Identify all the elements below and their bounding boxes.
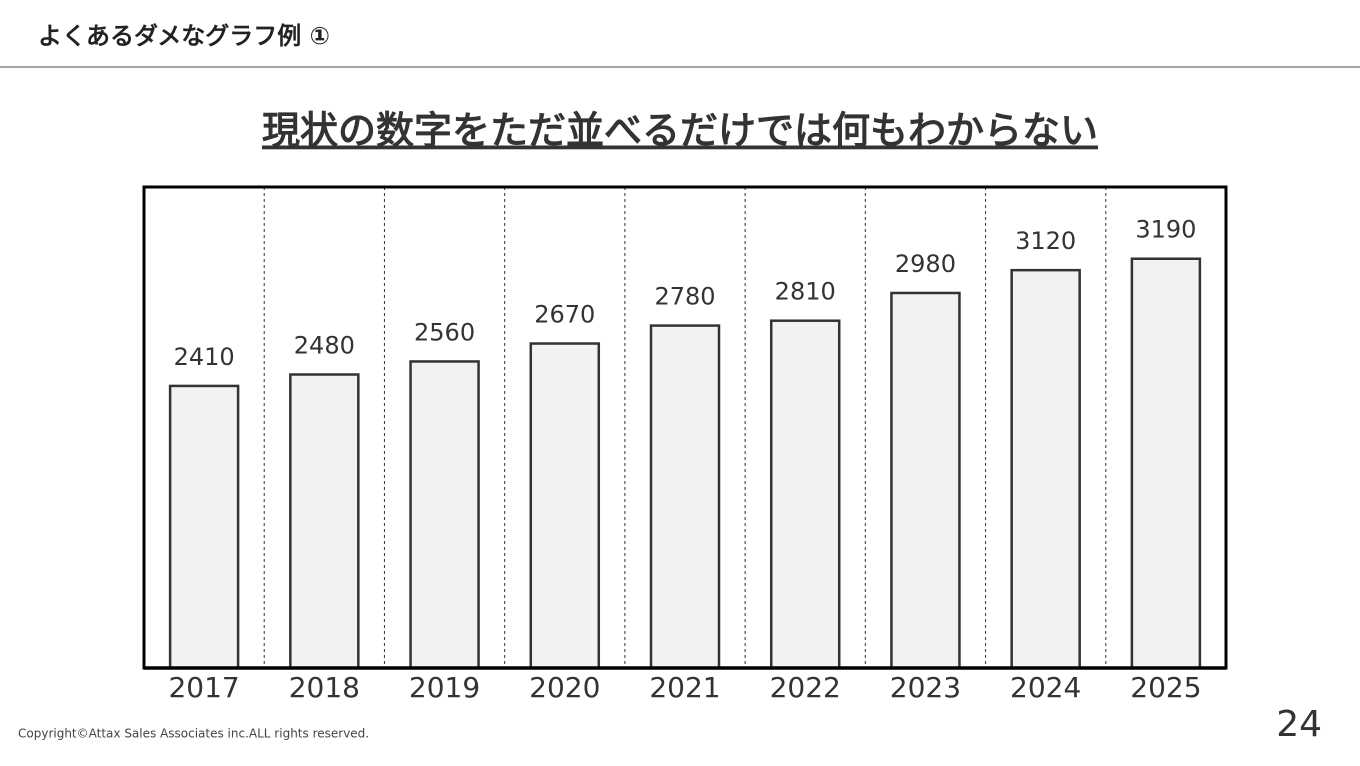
bar <box>890 291 961 670</box>
x-tick-label: 2022 <box>770 671 841 704</box>
page-number: 24 <box>1276 704 1322 745</box>
copyright: Copyright©Attax Sales Associates inc.ALL… <box>18 727 369 741</box>
bar <box>1130 257 1202 670</box>
value-label: 2410 <box>174 343 235 371</box>
bar <box>649 324 721 670</box>
bar <box>409 360 480 670</box>
chart-title: 現状の数字をただ並べるだけでは何もわからない <box>262 109 1098 153</box>
value-label: 2810 <box>775 278 836 306</box>
value-label: 2560 <box>414 318 475 346</box>
x-tick-label: 2018 <box>289 671 360 704</box>
value-label: 2780 <box>654 283 715 311</box>
value-label: 2980 <box>895 250 956 278</box>
x-tick-label: 2021 <box>649 671 720 704</box>
bar <box>1010 268 1081 670</box>
x-tick-label: 2020 <box>529 671 600 704</box>
x-tick-label: 2023 <box>890 671 961 704</box>
value-label: 3190 <box>1135 216 1196 244</box>
value-label: 2670 <box>534 301 595 329</box>
header-title: よくあるダメなグラフ例 ① <box>38 22 330 50</box>
x-tick-label: 2024 <box>1010 671 1081 704</box>
x-tick-label: 2019 <box>409 671 480 704</box>
value-label: 3120 <box>1015 227 1076 255</box>
bar <box>529 342 601 670</box>
value-label: 2480 <box>294 332 355 360</box>
bar <box>769 319 841 670</box>
x-tick-label: 2017 <box>168 671 239 704</box>
bar <box>168 384 240 670</box>
x-tick-label: 2025 <box>1130 671 1201 704</box>
bar <box>289 373 360 670</box>
